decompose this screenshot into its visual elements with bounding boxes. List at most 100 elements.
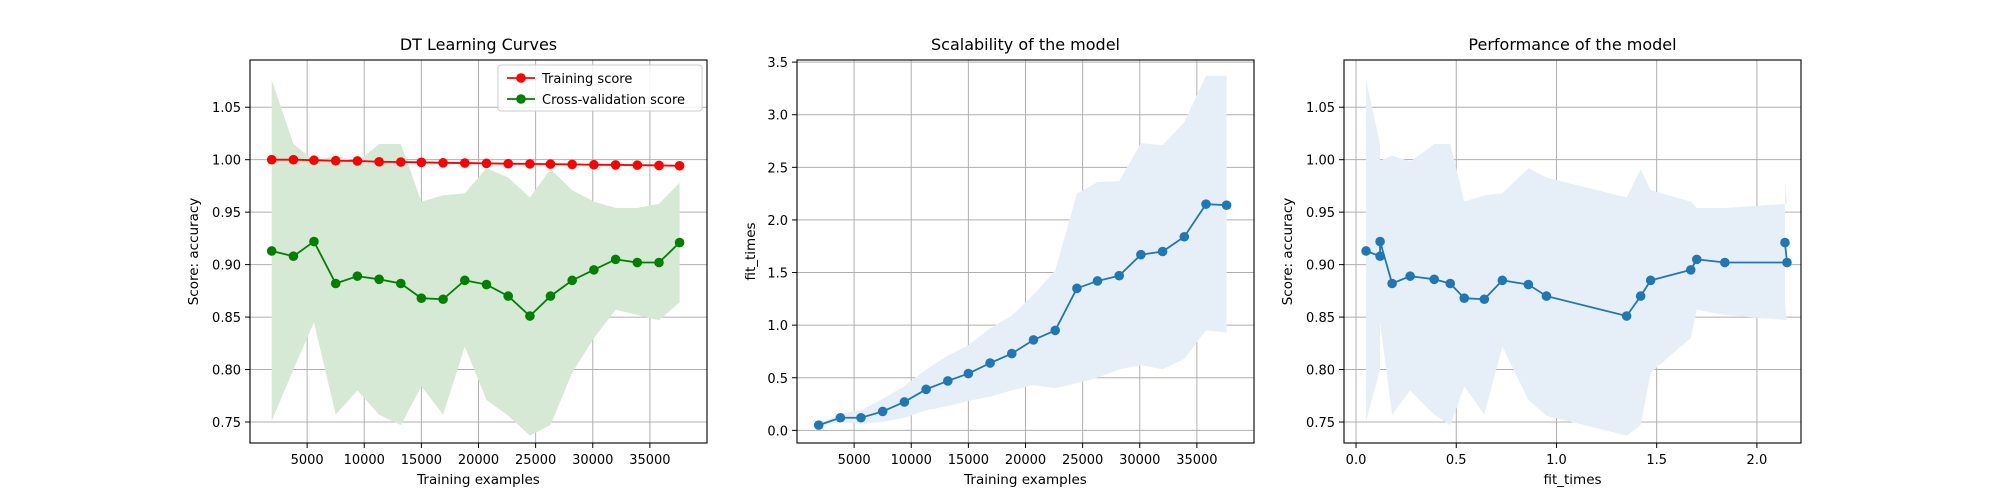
data-point	[1157, 246, 1168, 257]
y-tick-label: 0.90	[1306, 259, 1335, 274]
data-point	[374, 156, 384, 167]
data-point	[330, 278, 341, 289]
x-tick-label: 30000	[572, 453, 613, 468]
data-point	[1429, 274, 1439, 285]
x-tick-label: 30000	[1119, 453, 1160, 468]
data-point	[1720, 257, 1730, 268]
x-tick-label: 35000	[1176, 453, 1217, 468]
y-tick-label: 3.5	[767, 56, 788, 71]
data-point	[567, 275, 577, 286]
x-tick-label: 2.0	[1747, 453, 1768, 468]
data-point	[985, 358, 995, 368]
y-tick-label: 1.0	[767, 319, 788, 334]
data-point	[921, 384, 931, 395]
data-point	[1635, 291, 1646, 301]
x-tick-label: 15000	[401, 453, 442, 468]
data-point	[288, 251, 299, 262]
series-band	[271, 79, 680, 436]
data-point	[899, 397, 910, 407]
data-point	[438, 294, 448, 305]
x-tick-label: 25000	[1062, 453, 1103, 468]
data-point	[1445, 278, 1456, 289]
data-point	[459, 275, 470, 286]
x-tick-label: 10000	[344, 453, 385, 468]
data-point	[545, 291, 556, 301]
x-tick-label: 20000	[1005, 453, 1046, 468]
y-tick-label: 3.0	[767, 109, 788, 124]
data-point	[1780, 237, 1790, 248]
data-point	[1114, 270, 1124, 281]
axes-frame	[1343, 59, 1802, 444]
y-tick-label: 0.80	[212, 364, 241, 379]
y-tick-label: 0.75	[1306, 416, 1335, 431]
data-point	[1685, 265, 1696, 275]
data-point	[1072, 283, 1082, 294]
y-tick-label: 1.5	[767, 267, 788, 282]
legend-label: Cross-validation score	[542, 93, 685, 108]
data-point	[416, 157, 427, 168]
data-point	[309, 236, 319, 247]
y-tick-label: 0.0	[767, 424, 788, 439]
data-point	[1782, 257, 1792, 268]
legend-label: Training score	[541, 72, 632, 87]
y-tick-label: 0.75	[212, 416, 241, 431]
data-point	[288, 154, 299, 165]
chart-title: DT Learning Curves	[400, 35, 557, 54]
data-point	[856, 412, 866, 423]
data-point	[632, 257, 643, 268]
x-tick-label: 0.5	[1446, 453, 1467, 468]
y-tick-label: 1.00	[1306, 154, 1335, 169]
y-tick-label: 0.85	[1306, 311, 1335, 326]
performance-chart: 0.0 0.5 1.0 1.5 2.0 0.75 0.80 0.85 0.90 0.95 1.00 1…	[1280, 35, 1802, 488]
data-point	[589, 265, 599, 275]
data-point	[1621, 311, 1632, 321]
legend-box	[497, 64, 703, 112]
data-point	[610, 160, 621, 170]
y-tick-label: 1.05	[1306, 101, 1335, 116]
chart-title: Scalability of the model	[931, 35, 1120, 54]
data-point	[813, 420, 824, 430]
data-point	[309, 155, 319, 166]
data-point	[567, 159, 577, 170]
x-tick-label: 15000	[948, 453, 989, 468]
data-point	[589, 159, 599, 170]
x-tick-label: 5000	[838, 453, 871, 468]
y-tick-label: 0.5	[767, 372, 788, 387]
data-point	[503, 158, 514, 169]
data-point	[1387, 278, 1397, 289]
data-point	[654, 160, 664, 171]
data-point	[1179, 231, 1190, 242]
data-point	[1006, 348, 1017, 359]
data-point	[266, 154, 277, 165]
legend-marker	[516, 94, 526, 104]
data-point	[674, 237, 685, 248]
data-point	[503, 291, 514, 301]
data-point	[374, 274, 384, 285]
data-point	[654, 257, 664, 268]
data-point	[1221, 200, 1232, 211]
data-point	[330, 155, 341, 166]
data-point	[352, 271, 363, 281]
series-band	[818, 75, 1227, 427]
data-point	[835, 412, 846, 423]
data-point	[352, 156, 363, 166]
x-axis-label: Training examples	[416, 472, 540, 488]
data-point	[1459, 293, 1470, 303]
series-band	[1366, 79, 1787, 436]
y-tick-label: 2.5	[767, 161, 788, 176]
data-point	[1050, 325, 1061, 336]
data-point	[459, 158, 470, 168]
data-point	[1523, 279, 1534, 290]
data-point	[525, 159, 535, 169]
y-axis-label: fit_times	[743, 222, 759, 280]
data-point	[1201, 199, 1211, 209]
data-point	[481, 279, 492, 290]
x-tick-label: 35000	[629, 453, 670, 468]
y-axis-label: Score: accuracy	[1280, 198, 1296, 306]
data-point	[396, 157, 406, 167]
y-tick-label: 0.85	[212, 311, 241, 326]
data-point	[1405, 271, 1415, 281]
data-point	[1375, 236, 1385, 247]
x-tick-label: 5000	[291, 453, 324, 468]
